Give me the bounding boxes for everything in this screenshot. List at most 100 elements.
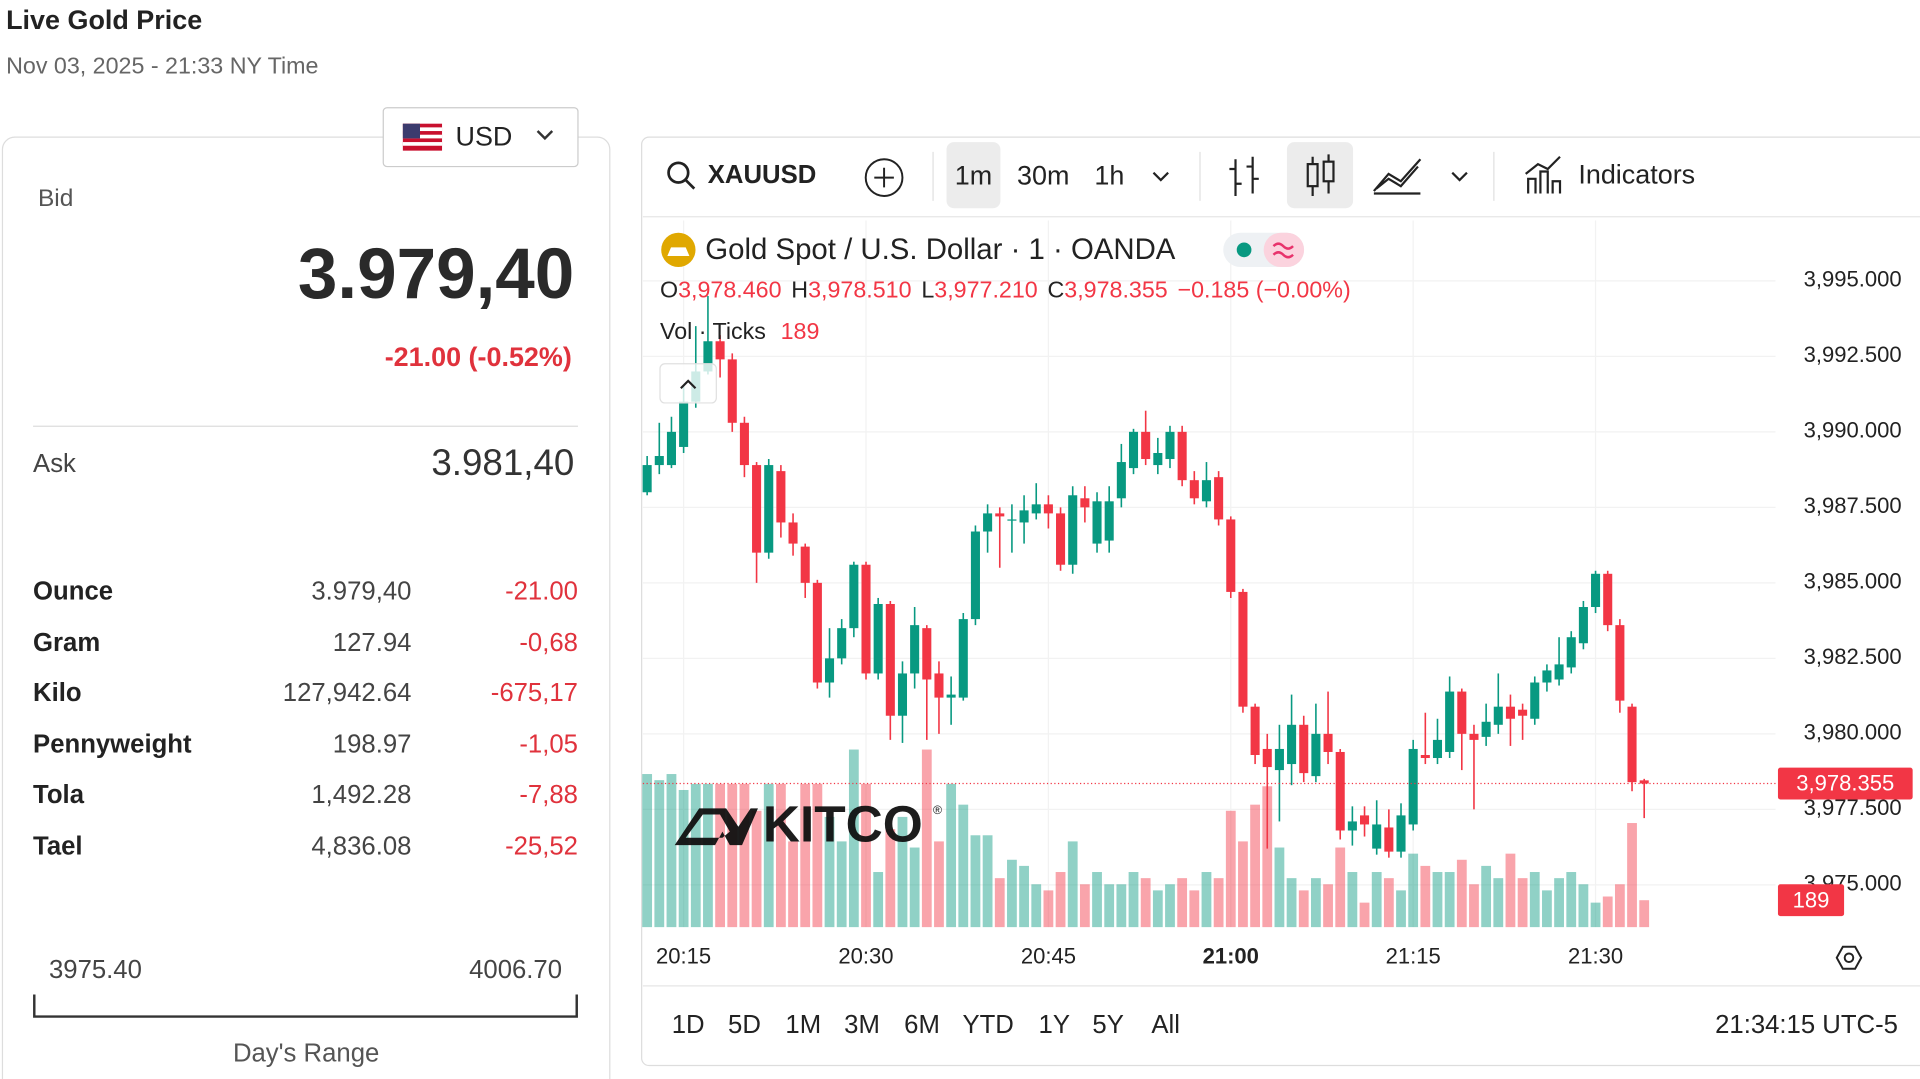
last-volume-box bbox=[1777, 884, 1845, 917]
volume-bar bbox=[1432, 872, 1443, 928]
candle-body bbox=[1347, 821, 1357, 831]
range-button[interactable]: 5D bbox=[728, 1011, 761, 1039]
range-button[interactable]: 1M bbox=[785, 1011, 821, 1039]
symbol-search[interactable]: XAUUSD bbox=[667, 161, 817, 190]
plus-circle[interactable] bbox=[864, 158, 904, 197]
range-button[interactable]: YTD bbox=[962, 1011, 1013, 1039]
volume-bar bbox=[800, 783, 811, 928]
candle-body bbox=[1566, 637, 1576, 668]
candle-body bbox=[1469, 733, 1479, 740]
candle-body bbox=[1116, 462, 1126, 499]
candle-body bbox=[1384, 827, 1394, 852]
volume-bar bbox=[812, 783, 823, 928]
candle-body bbox=[776, 471, 786, 523]
candle-body bbox=[1262, 748, 1272, 768]
open-value: 3,978.460 bbox=[678, 277, 781, 303]
watermark-mark: ® bbox=[933, 803, 942, 817]
volume-bar bbox=[848, 749, 859, 928]
bid-label: Bid bbox=[38, 185, 73, 212]
candle-body bbox=[654, 456, 664, 466]
volume-bar bbox=[1189, 890, 1200, 928]
candle-body bbox=[958, 619, 968, 698]
bid-change: -21.00 (-0.52%) bbox=[385, 342, 572, 372]
compare-button[interactable] bbox=[864, 158, 904, 197]
symbol[interactable]: XAUUSD bbox=[708, 161, 817, 189]
candle-body bbox=[1554, 664, 1564, 680]
volume-bar bbox=[885, 829, 896, 928]
settings-icon[interactable] bbox=[1835, 945, 1863, 970]
volume-bar bbox=[1238, 841, 1248, 928]
candle-body bbox=[1128, 431, 1139, 469]
chart-card bbox=[641, 136, 1920, 1067]
volume-bar bbox=[727, 783, 738, 928]
interval[interactable]: 1h bbox=[1094, 161, 1124, 191]
bars-icon[interactable] bbox=[1229, 156, 1259, 196]
candle-body bbox=[1141, 431, 1151, 460]
area-icon[interactable] bbox=[1373, 158, 1422, 195]
volume-bar bbox=[897, 816, 908, 928]
currency-box[interactable] bbox=[382, 107, 579, 168]
interval[interactable]: 1m bbox=[955, 161, 992, 191]
range-button[interactable]: 5Y bbox=[1092, 1011, 1123, 1039]
range-high: 4006.70 bbox=[469, 956, 562, 984]
high-value: 3,978.510 bbox=[808, 277, 911, 303]
volume-bar bbox=[1043, 890, 1054, 928]
candle-body bbox=[1274, 748, 1284, 771]
indicators-button[interactable]: Indicators bbox=[1525, 155, 1695, 194]
range-buttons: 1D 5D 1M 3M 6M YTD 1Y 5Y All bbox=[672, 1011, 1180, 1039]
volume-bar bbox=[1055, 872, 1066, 928]
volume-bar bbox=[1469, 884, 1479, 928]
settings-button[interactable] bbox=[1835, 945, 1863, 970]
candle-body bbox=[1323, 733, 1333, 752]
range-button[interactable]: 3M bbox=[844, 1011, 880, 1039]
interval-active bbox=[946, 142, 1001, 209]
volume-title: Vol · Ticks bbox=[660, 318, 766, 344]
volume-bar bbox=[1116, 884, 1127, 928]
volume-bar bbox=[1323, 884, 1333, 928]
volume-bar bbox=[715, 783, 725, 928]
search-icon-handle bbox=[684, 179, 696, 190]
volume-bar bbox=[1298, 890, 1309, 928]
chart-type-chevron[interactable] bbox=[1451, 171, 1468, 182]
indicators-label[interactable]: Indicators bbox=[1578, 159, 1695, 189]
volume-legend: Vol · Ticks 189 bbox=[660, 318, 819, 344]
unit-name: Gram bbox=[33, 629, 100, 657]
interval[interactable]: 30m bbox=[1017, 161, 1069, 191]
volume-bar bbox=[1092, 872, 1102, 928]
watermark: KITCO ® bbox=[674, 795, 942, 853]
volume-bar bbox=[775, 783, 786, 928]
range-button[interactable]: All bbox=[1151, 1011, 1180, 1039]
high-key: H bbox=[791, 277, 808, 303]
candle-body bbox=[1214, 477, 1224, 520]
volume-bar bbox=[1104, 884, 1115, 928]
candle-body bbox=[1104, 501, 1114, 541]
range-button[interactable]: 1D bbox=[672, 1011, 705, 1039]
candle-body bbox=[727, 359, 737, 423]
volume-bar bbox=[1481, 865, 1492, 928]
range-button[interactable]: 1Y bbox=[1039, 1011, 1070, 1039]
volume-bar bbox=[763, 783, 774, 928]
volume-bar bbox=[690, 783, 701, 928]
interval-group: 1m 30m 1h bbox=[955, 161, 1125, 191]
candle-body bbox=[825, 658, 835, 683]
candle-body bbox=[752, 465, 762, 553]
candle-body bbox=[1299, 724, 1309, 774]
range-label: Day's Range bbox=[233, 1039, 379, 1067]
currency-label[interactable]: USD bbox=[456, 122, 513, 152]
interval-chevron[interactable] bbox=[1152, 171, 1169, 182]
unit-table: Ounce 3.979,40 -21.00 Gram 127.94 -0,68 Kilo 12… bbox=[33, 578, 578, 861]
chart-type-active[interactable] bbox=[1286, 142, 1354, 209]
unit-name: Tola bbox=[33, 781, 85, 809]
candle-body bbox=[1639, 780, 1649, 784]
collapse-legend[interactable] bbox=[659, 363, 717, 404]
candle-body bbox=[922, 628, 932, 680]
last-price-box bbox=[1777, 767, 1913, 800]
y-tick-label: 3,992.500 bbox=[1804, 342, 1902, 367]
watermark-text: KITCO bbox=[763, 795, 923, 853]
currency-select[interactable]: USD bbox=[382, 107, 579, 168]
range-button[interactable]: 6M bbox=[904, 1011, 940, 1039]
volume-bar bbox=[1201, 872, 1212, 928]
candle-body bbox=[1056, 513, 1066, 565]
last-price-label: 3,978.355 bbox=[1796, 771, 1894, 796]
candle-body bbox=[1445, 691, 1455, 752]
